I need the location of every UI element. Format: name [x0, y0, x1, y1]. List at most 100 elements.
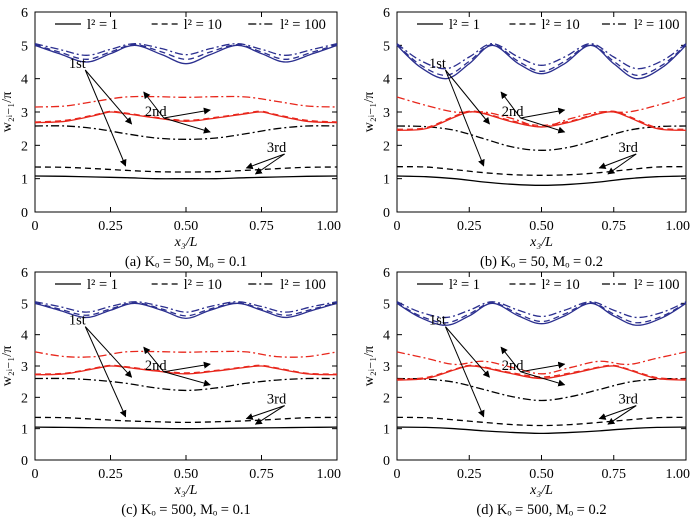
- y-axis-label: w₂ᵢ₋₁/π: [0, 346, 15, 387]
- y-tick-label: 0: [21, 206, 28, 221]
- series-line-3rd-solid: [396, 44, 687, 80]
- annotation-arrow: [520, 107, 566, 119]
- legend-label: l² = 10: [541, 17, 579, 33]
- y-tick-label: 1: [21, 423, 28, 438]
- y-tick-label: 4: [383, 73, 390, 88]
- x-tick-label: 0.75: [602, 467, 627, 482]
- x-tick-label: 1.00: [666, 467, 691, 482]
- x-tick-label: 1.00: [317, 219, 342, 234]
- annotation-arrow: [500, 346, 521, 373]
- y-tick-label: 5: [21, 297, 28, 312]
- annotation-arrow: [84, 69, 133, 125]
- y-tick-label: 3: [383, 360, 390, 375]
- annotation-arrow: [445, 326, 490, 378]
- x-tick-label: 0.75: [249, 467, 274, 482]
- legend-label: l² = 100: [280, 17, 326, 33]
- annotation-arrow: [520, 361, 566, 373]
- y-tick-label: 6: [21, 6, 28, 21]
- x-tick-label: 1.00: [666, 219, 691, 234]
- series-line-1st-solid: [34, 426, 338, 430]
- x-tick-label: 0: [394, 219, 401, 234]
- series-line-1st-solid: [396, 426, 687, 435]
- y-tick-label: 6: [21, 266, 28, 281]
- x-tick-label: 0.25: [457, 219, 482, 234]
- series-line-3rd-dashed: [396, 302, 687, 324]
- annotation-arrow: [444, 326, 485, 418]
- y-tick-label: 4: [383, 329, 390, 344]
- chart-panel-3: 0 1 2 3 4 5 6 0 0.25 0.50 0.75 1.00 x₃/L w₂ᵢ₋₁/π (d) K…: [362, 266, 690, 518]
- series-line-3rd-dashdot: [396, 43, 687, 70]
- y-tick-label: 1: [383, 423, 390, 438]
- plot-frame: [396, 11, 687, 213]
- series-line-2nd-dashdot: [396, 351, 687, 375]
- y-axis-label: w₂ᵢ₋₁/π: [0, 92, 15, 133]
- series-line-3rd-dashed: [34, 302, 338, 317]
- annotation-1st: 1st: [69, 313, 86, 329]
- y-tick-label: 4: [21, 73, 28, 88]
- annotation-1st: 1st: [429, 56, 446, 72]
- legend-label: l² = 1: [449, 277, 480, 293]
- x-axis-label: x₃/L: [174, 483, 198, 498]
- panel-caption: (a) Kₒ = 50, Mₒ = 0.1: [125, 254, 247, 270]
- plot-frame: [34, 271, 338, 461]
- legend-label: l² = 1: [87, 277, 118, 293]
- x-tick-label: 0.25: [98, 467, 123, 482]
- x-tick-label: 0.75: [249, 219, 274, 234]
- annotation-arrow: [520, 117, 566, 134]
- series-line-1st-dashed: [396, 166, 687, 176]
- series-line-2nd-dashdot: [34, 95, 338, 108]
- series-line-1st-dashdot: [396, 377, 687, 402]
- y-tick-label: 5: [21, 39, 28, 54]
- annotation-1st: 1st: [429, 313, 446, 329]
- annotation-arrow: [245, 405, 285, 420]
- y-tick-label: 4: [21, 329, 28, 344]
- y-tick-label: 2: [21, 391, 28, 406]
- annotation-1st: 1st: [69, 56, 86, 72]
- x-tick-label: 0.75: [602, 219, 627, 234]
- x-axis-label: x₃/L: [529, 235, 553, 250]
- annotation-arrow: [500, 91, 521, 119]
- series-line-3rd-dashdot: [396, 301, 687, 319]
- series-line-1st-dashed: [34, 416, 338, 424]
- y-tick-label: 2: [21, 139, 28, 154]
- annotation-arrow: [245, 153, 285, 170]
- annotation-3rd: 3rd: [619, 392, 639, 408]
- y-tick-label: 0: [383, 454, 390, 469]
- y-tick-label: 6: [383, 266, 390, 281]
- series-line-1st-dashdot: [34, 125, 338, 140]
- x-tick-label: 0: [32, 467, 39, 482]
- series-line-1st-dashed: [34, 166, 338, 173]
- plot-frame: [396, 271, 687, 461]
- chart-panel-0: 0 1 2 3 4 5 6 0 0.25 0.50 0.75 1.00 x₃/L w₂ᵢ₋₁/π (a) K…: [0, 6, 341, 270]
- annotation-arrow: [607, 153, 637, 175]
- series-line-2nd-dashed: [396, 364, 687, 380]
- annotation-arrow: [598, 405, 637, 420]
- annotation-arrow: [143, 91, 165, 119]
- annotation-arrow: [84, 326, 127, 418]
- series-line-1st-dashdot: [34, 377, 338, 392]
- panel-caption: (c) Kₒ = 500, Mₒ = 0.1: [121, 502, 250, 518]
- annotation-arrow: [163, 117, 211, 134]
- x-tick-label: 0: [394, 467, 401, 482]
- legend-label: l² = 10: [184, 17, 222, 33]
- x-axis-label: x₃/L: [174, 235, 198, 250]
- series-line-3rd-dashdot: [34, 301, 338, 313]
- series-line-1st-solid: [34, 175, 338, 180]
- annotation-arrow: [444, 69, 485, 167]
- annotation-arrow: [254, 405, 285, 425]
- series-line-3rd-solid: [396, 302, 687, 326]
- panel-caption: (d) Kₒ = 500, Mₒ = 0.2: [476, 502, 606, 518]
- panel-caption: (b) Kₒ = 50, Mₒ = 0.2: [480, 254, 603, 270]
- y-tick-label: 5: [383, 39, 390, 54]
- series-line-2nd-dashdot: [396, 96, 687, 128]
- chart-panel-1: 0 1 2 3 4 5 6 0 0.25 0.50 0.75 1.00 x₃/L w₂ᵢ₋₁/π (b) K…: [362, 6, 690, 270]
- x-tick-label: 0.25: [98, 219, 123, 234]
- y-tick-label: 2: [383, 139, 390, 154]
- annotation-arrow: [520, 371, 566, 387]
- annotation-arrow: [84, 69, 127, 167]
- y-tick-label: 1: [21, 173, 28, 188]
- annotation-3rd: 3rd: [267, 140, 287, 156]
- annotation-arrow: [445, 69, 490, 125]
- series-line-2nd-dashed: [396, 110, 687, 130]
